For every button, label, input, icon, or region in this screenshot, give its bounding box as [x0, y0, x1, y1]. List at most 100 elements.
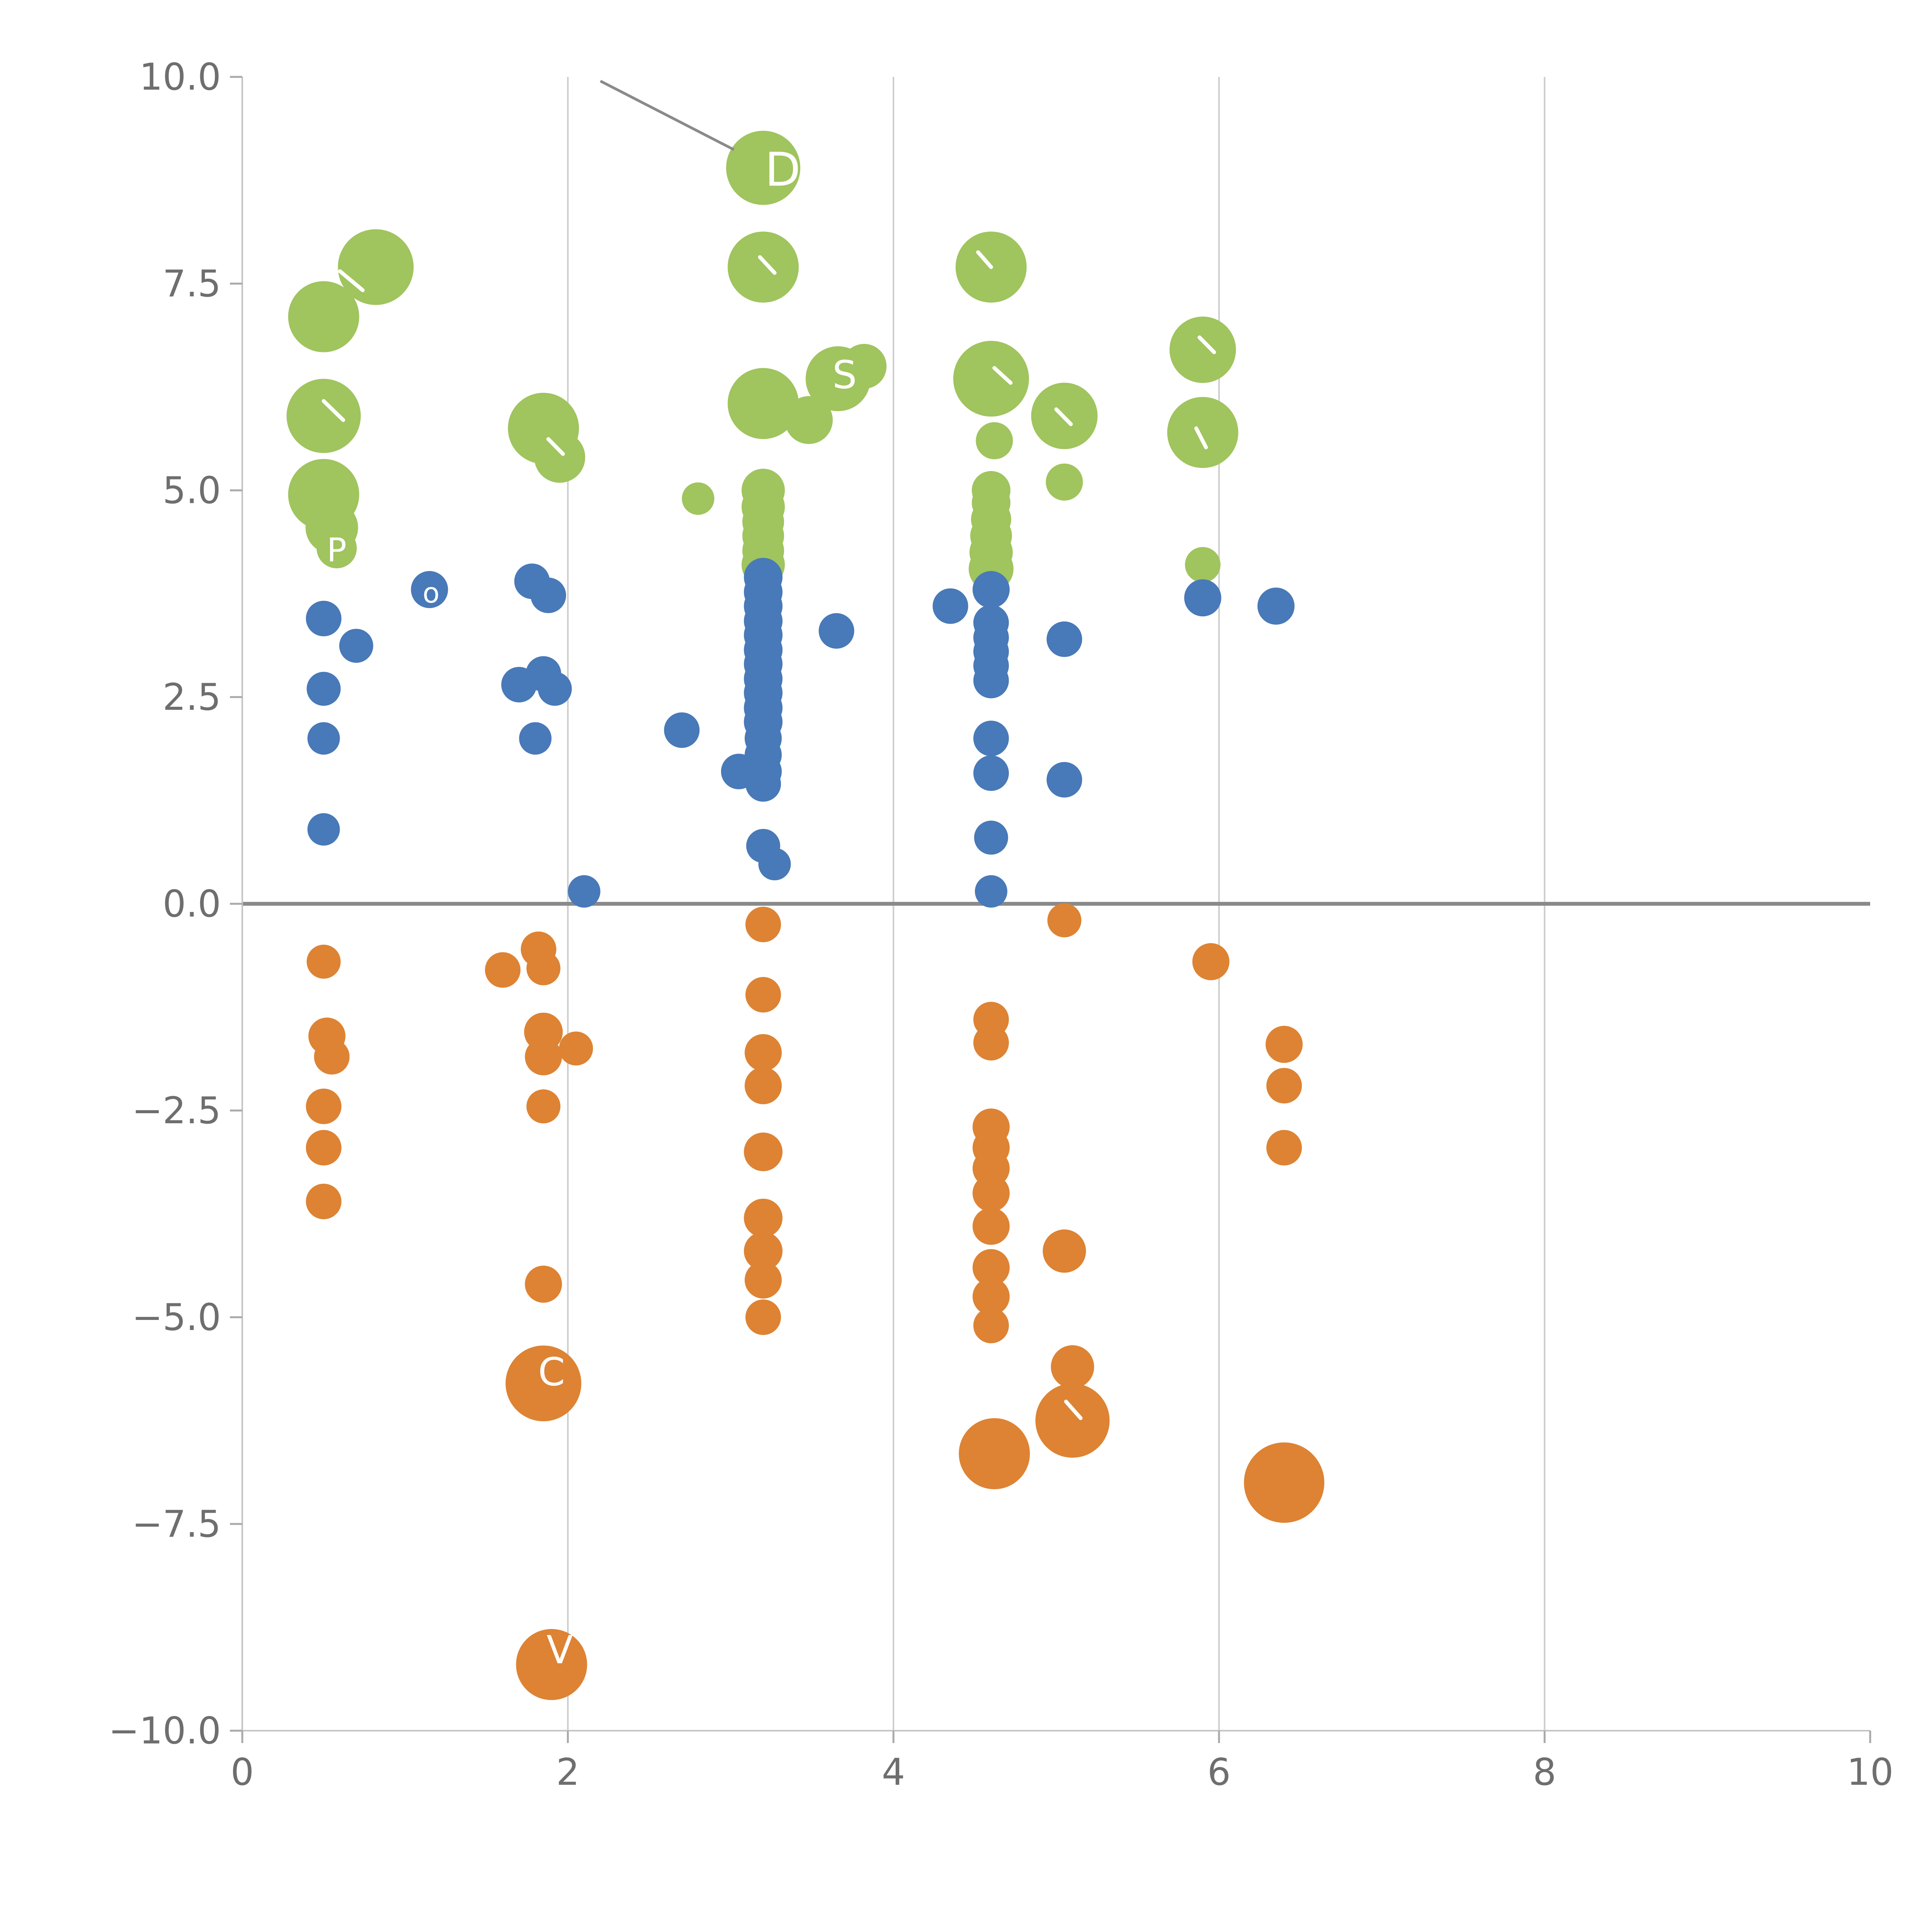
- data-point: [973, 1025, 1009, 1061]
- data-point: [745, 1261, 782, 1299]
- series-blue-group: [306, 558, 1295, 908]
- data-point: [973, 1308, 1009, 1344]
- data-point: [1035, 1383, 1110, 1458]
- bubble-label-fragment: [758, 255, 777, 275]
- bubble-label: D: [765, 143, 801, 197]
- data-point: [316, 528, 357, 568]
- data-point: [1184, 579, 1221, 617]
- bubble-label-fragment: [1054, 407, 1073, 426]
- y-tick-label: −10.0: [109, 1710, 221, 1752]
- data-point: [818, 613, 854, 649]
- data-point: [1257, 587, 1295, 625]
- data-point: [1265, 1026, 1303, 1063]
- bubble-label-fragment: [546, 437, 565, 456]
- data-point: [745, 1034, 782, 1071]
- data-point: [306, 1184, 342, 1219]
- data-point: [972, 1278, 1010, 1315]
- data-point: [306, 944, 341, 979]
- y-tick-label: 10.0: [139, 56, 221, 99]
- data-point: [338, 229, 414, 305]
- y-tick-label: 5.0: [163, 469, 221, 512]
- data-point: [526, 951, 561, 985]
- data-point: [972, 1249, 1010, 1286]
- data-point: [745, 1299, 781, 1335]
- data-point: [785, 396, 833, 444]
- data-point: [973, 663, 1009, 699]
- data-point: [745, 1067, 782, 1104]
- data-point: [744, 1133, 783, 1171]
- data-point: [1244, 1442, 1325, 1523]
- data-point: [534, 432, 585, 483]
- data-point: [339, 629, 373, 663]
- bubble-label-fragment: [1064, 1400, 1083, 1420]
- data-point: [307, 813, 340, 846]
- data-point: [975, 875, 1007, 908]
- annotations-layer: D So P C V: [321, 80, 1216, 1672]
- data-point: [744, 1231, 783, 1270]
- data-point: [288, 281, 359, 352]
- data-point: [519, 722, 552, 755]
- series-green-group: [286, 131, 1238, 592]
- data-point: [525, 1265, 562, 1303]
- y-tick-label: 2.5: [163, 676, 221, 719]
- bubble-label-fragment: [1197, 335, 1216, 354]
- series-orange-group: [306, 903, 1325, 1700]
- data-point: [1185, 547, 1221, 583]
- data-point: [568, 875, 600, 908]
- y-tick-label: 7.5: [163, 263, 221, 305]
- data-point: [1047, 903, 1082, 937]
- y-tick-label: −7.5: [132, 1503, 221, 1546]
- data-point: [959, 1418, 1030, 1490]
- data-point: [932, 588, 968, 624]
- data-point: [1169, 316, 1236, 383]
- data-point: [1051, 1345, 1094, 1389]
- data-points-layer: [286, 131, 1325, 1700]
- data-point: [306, 1088, 342, 1124]
- data-point: [537, 672, 572, 706]
- data-point: [516, 1629, 587, 1700]
- data-point: [758, 848, 791, 881]
- x-tick-label: 10: [1847, 1751, 1894, 1794]
- data-point: [1046, 762, 1082, 798]
- data-point: [974, 820, 1008, 855]
- data-point: [973, 721, 1009, 756]
- data-point: [525, 1038, 562, 1075]
- data-point: [976, 422, 1013, 459]
- data-point: [1192, 943, 1230, 980]
- data-point: [306, 600, 342, 636]
- data-point: [1167, 397, 1238, 468]
- data-point: [485, 952, 521, 988]
- data-point: [1266, 1068, 1302, 1104]
- data-point: [728, 231, 799, 303]
- annotation-leader-line: [600, 80, 735, 151]
- data-point: [745, 977, 781, 1013]
- bubble-label-fragment: [321, 399, 345, 422]
- x-tick-label: 0: [231, 1751, 254, 1794]
- bubble-label-fragment: [338, 269, 365, 293]
- x-tick-label: 6: [1208, 1751, 1231, 1794]
- bubble-label-fragment: [976, 250, 993, 269]
- data-point: [505, 1345, 582, 1422]
- data-point: [531, 577, 566, 613]
- bubble-label: V: [546, 1627, 573, 1672]
- data-point: [559, 1031, 593, 1066]
- data-point: [1046, 463, 1083, 501]
- y-tick-label: −5.0: [132, 1296, 221, 1339]
- data-point: [1266, 1130, 1302, 1166]
- bubble-label-fragment: [1194, 426, 1208, 449]
- data-point: [744, 1199, 783, 1238]
- y-tick-label: −2.5: [132, 1090, 221, 1132]
- data-point: [745, 766, 781, 802]
- x-tick-label: 8: [1533, 1751, 1556, 1794]
- data-point: [411, 571, 448, 608]
- data-point: [745, 906, 781, 942]
- bubble-label-fragment: [992, 366, 1013, 385]
- bubble-label: o: [423, 577, 440, 609]
- data-point: [1046, 621, 1082, 657]
- data-point: [682, 482, 714, 515]
- data-point: [973, 755, 1009, 791]
- x-tick-label: 4: [882, 1751, 905, 1794]
- data-point: [1043, 1229, 1086, 1273]
